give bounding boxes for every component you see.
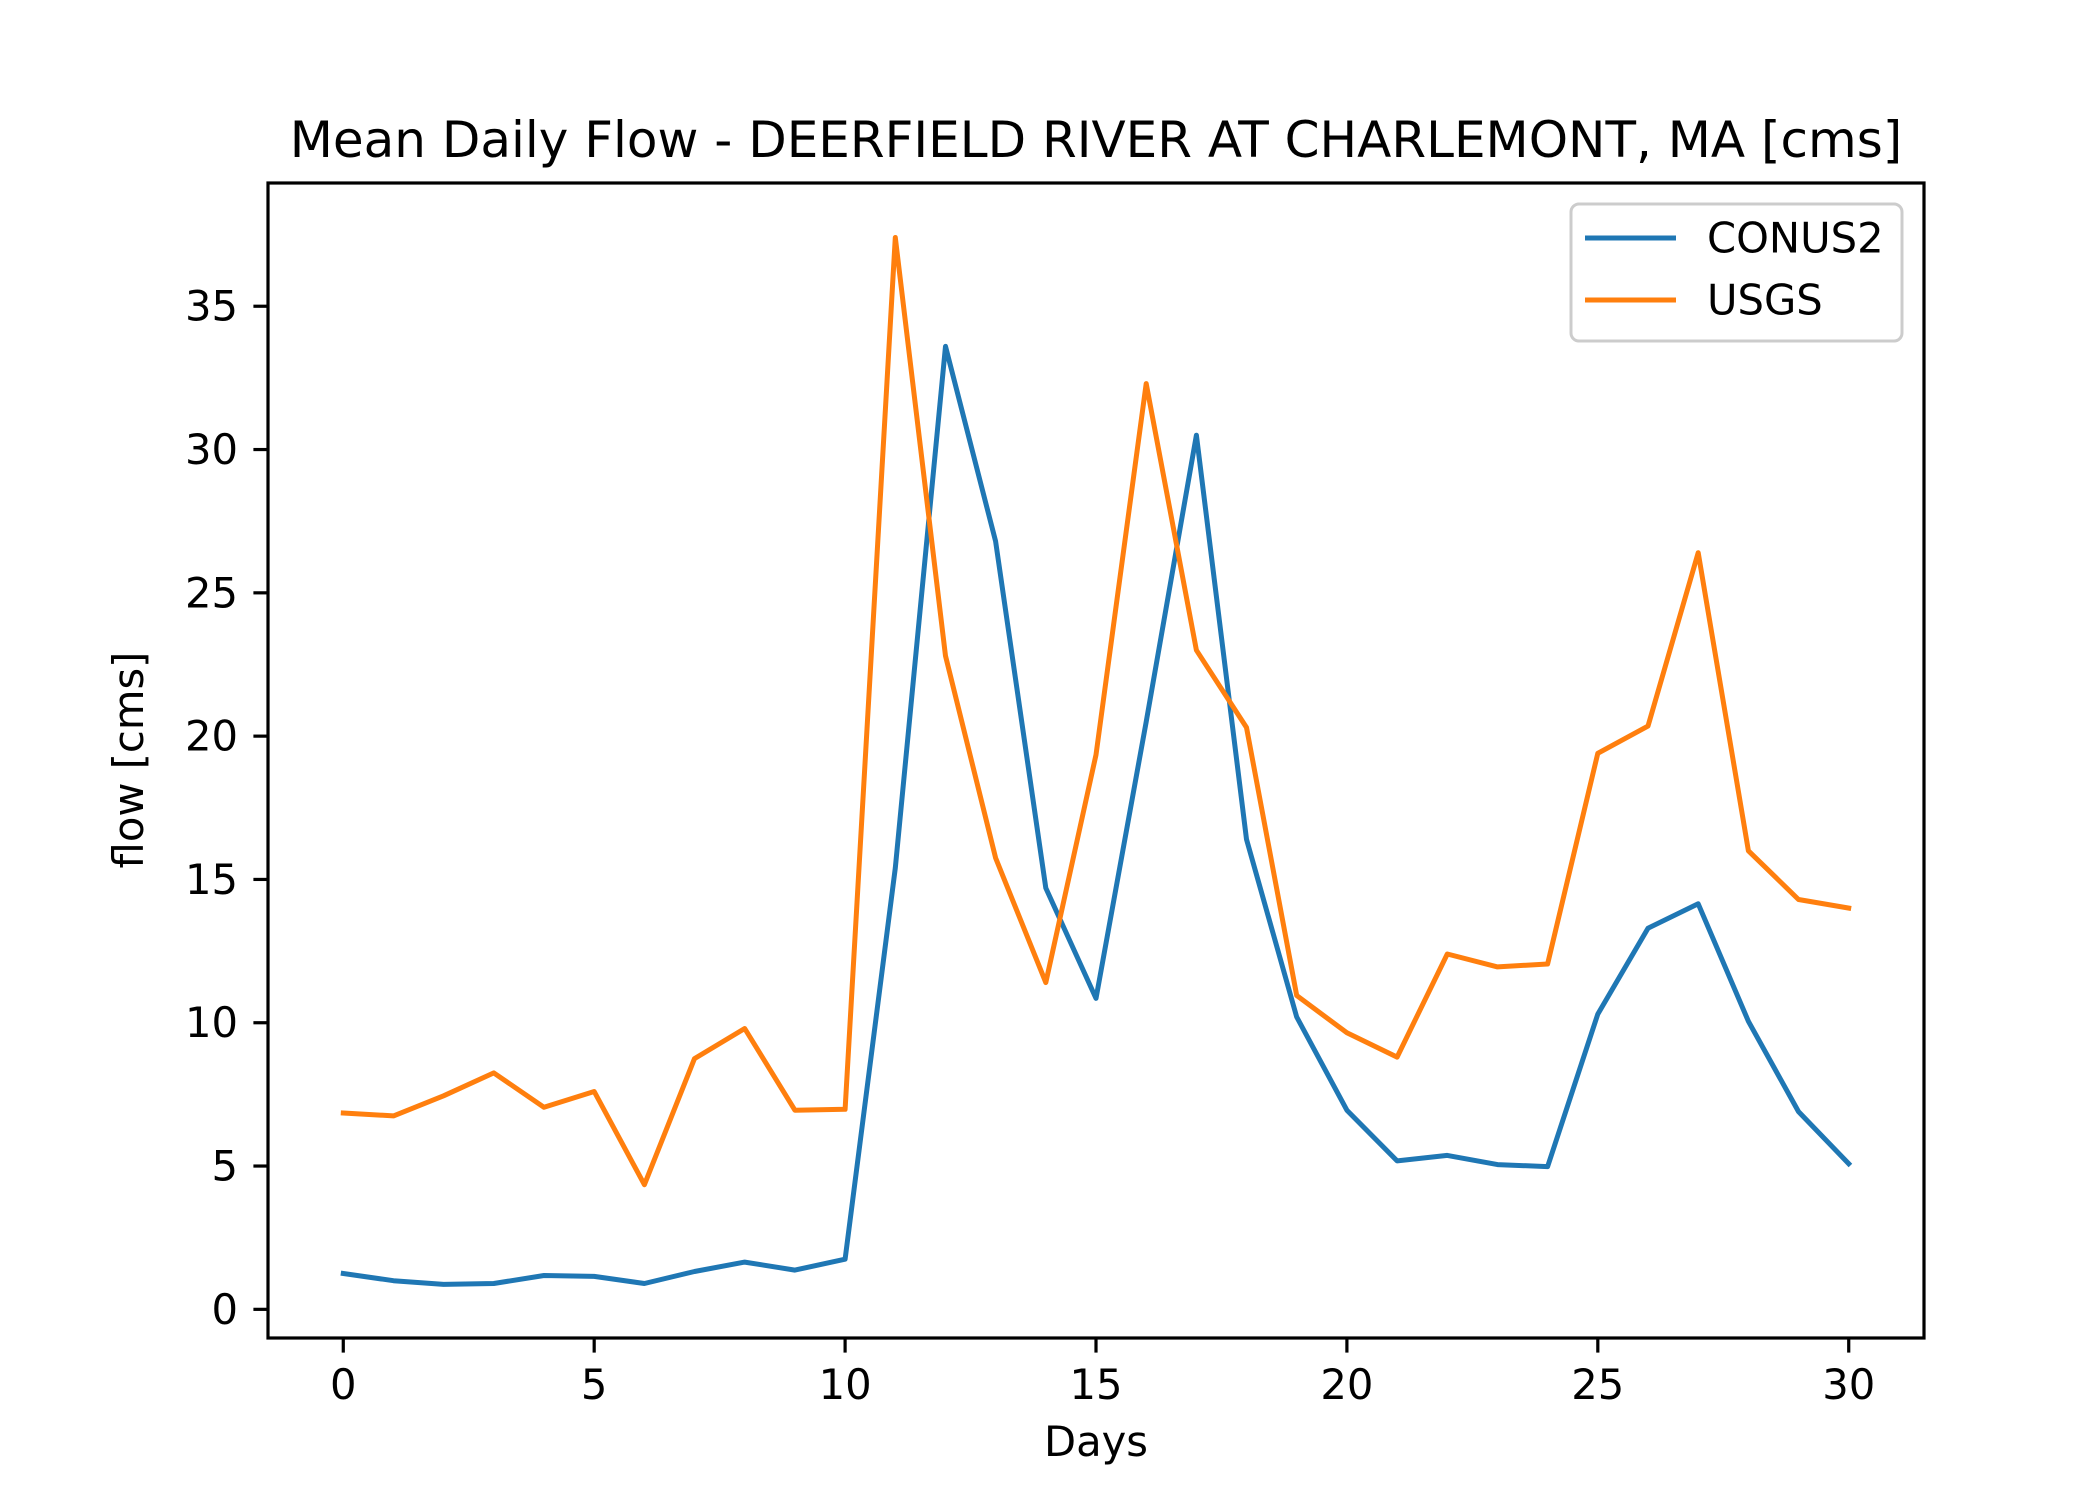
y-tick-label: 30 (185, 425, 238, 474)
y-axis: 0 5 10 15 20 25 30 35 (185, 282, 268, 1334)
y-tick-label: 25 (185, 568, 238, 617)
x-tick-label: 5 (581, 1360, 608, 1409)
legend-label-usgs: USGS (1707, 276, 1823, 325)
x-tick-label: 30 (1822, 1360, 1875, 1409)
series-lines (340, 235, 1853, 1287)
y-tick-label: 0 (211, 1285, 238, 1334)
x-axis-label: Days (1044, 1417, 1148, 1466)
x-tick-label: 25 (1571, 1360, 1624, 1409)
y-tick-label: 10 (185, 998, 238, 1047)
series-line-conus2 (340, 343, 1853, 1287)
x-tick-label: 20 (1320, 1360, 1373, 1409)
y-tick-label: 5 (211, 1142, 238, 1191)
y-axis-label: flow [cms] (104, 652, 153, 869)
chart-title: Mean Daily Flow - DEERFIELD RIVER AT CHA… (290, 111, 1903, 169)
legend: CONUS2 USGS (1569, 202, 1904, 343)
y-tick-label: 15 (185, 855, 238, 904)
y-tick-label: 20 (185, 712, 238, 761)
y-tick-label: 35 (185, 282, 238, 331)
series-line-usgs (340, 235, 1852, 1188)
x-tick-label: 10 (819, 1360, 872, 1409)
x-tick-label: 15 (1069, 1360, 1122, 1409)
legend-label-conus2: CONUS2 (1707, 214, 1884, 263)
x-axis: 0 5 10 15 20 25 30 (330, 1338, 1875, 1409)
x-tick-label: 0 (330, 1360, 357, 1409)
